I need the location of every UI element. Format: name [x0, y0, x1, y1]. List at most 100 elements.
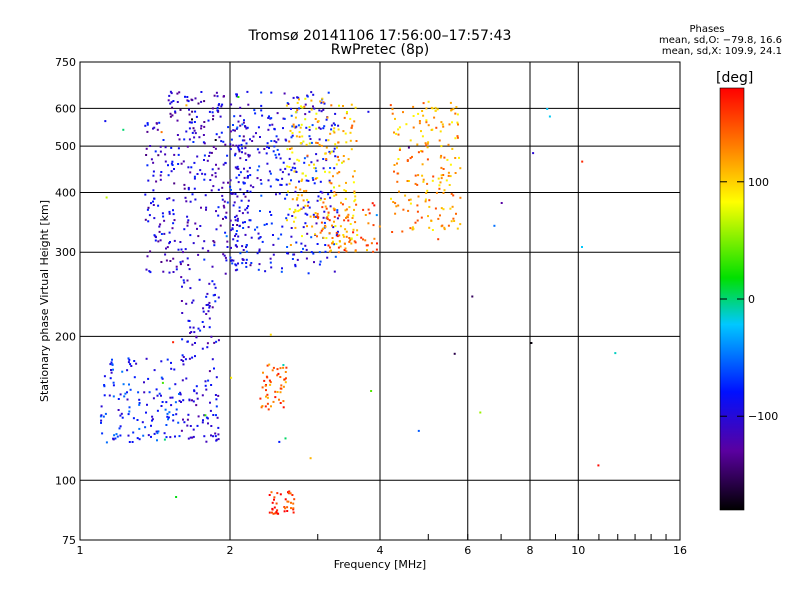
scatter-point	[294, 210, 297, 213]
scatter-point	[251, 140, 254, 142]
scatter-point	[193, 175, 196, 178]
scatter-point	[284, 138, 287, 141]
scatter-point	[392, 201, 395, 203]
scatter-point	[121, 370, 124, 373]
scatter-point	[426, 146, 429, 149]
scatter-point	[284, 167, 287, 170]
scatter-point	[187, 188, 190, 191]
scatter-point	[217, 296, 220, 299]
scatter-point	[430, 106, 433, 109]
scatter-point	[193, 187, 196, 190]
scatter-point	[287, 173, 290, 176]
scatter-point	[322, 127, 325, 130]
scatter-point	[217, 214, 220, 217]
scatter-point	[153, 217, 156, 220]
scatter-point	[130, 365, 133, 367]
scatter-point	[310, 141, 313, 144]
scatter-point	[279, 376, 282, 378]
scatter-point	[353, 192, 356, 195]
scatter-point	[416, 143, 419, 146]
scatter-point	[235, 95, 238, 98]
scatter-point	[318, 143, 321, 146]
scatter-point	[215, 210, 217, 213]
scatter-point	[297, 96, 300, 99]
scatter-point	[213, 94, 216, 97]
scatter-point	[208, 326, 211, 329]
scatter-point	[246, 126, 249, 129]
scatter-point	[194, 355, 196, 358]
scatter-point	[324, 225, 327, 228]
scatter-point	[175, 268, 178, 271]
scatter-point	[297, 124, 300, 127]
scatter-point	[169, 241, 171, 243]
scatter-point	[128, 383, 130, 386]
scatter-point	[338, 234, 341, 237]
scatter-point	[247, 175, 249, 177]
scatter-point	[157, 430, 160, 433]
scatter-point	[272, 512, 275, 515]
scatter-point	[312, 93, 315, 96]
scatter-point	[229, 143, 232, 146]
scatter-point	[195, 392, 198, 395]
scatter-point	[394, 202, 397, 205]
scatter-point	[221, 186, 224, 189]
scatter-point	[281, 225, 284, 228]
x-tick-label: 2	[227, 544, 234, 557]
scatter-point	[196, 397, 199, 400]
scatter-point	[184, 248, 187, 251]
scatter-point	[311, 177, 314, 179]
scatter-point	[290, 169, 293, 172]
scatter-point	[221, 103, 224, 106]
x-tick-label: 10	[571, 544, 585, 557]
scatter-point-outlier	[375, 214, 378, 217]
scatter-point	[421, 174, 424, 177]
scatter-point	[111, 358, 113, 361]
scatter-point	[318, 138, 321, 141]
scatter-point	[441, 224, 444, 227]
scatter-point	[234, 216, 237, 219]
scatter-point	[292, 511, 295, 514]
scatter-point	[309, 138, 312, 140]
scatter-point	[192, 435, 195, 438]
scatter-point-outlier	[214, 139, 217, 141]
scatter-point	[241, 262, 244, 265]
scatter-point	[294, 265, 297, 268]
scatter-point	[245, 246, 247, 249]
scatter-point	[148, 270, 151, 273]
scatter-point	[216, 95, 219, 98]
x-tick-label: 16	[673, 544, 687, 557]
scatter-point	[203, 121, 206, 123]
phases-heading: Phases	[689, 24, 725, 35]
scatter-point	[189, 326, 192, 329]
scatter-point	[329, 246, 331, 249]
scatter-point	[335, 193, 338, 196]
scatter-point	[300, 251, 303, 253]
scatter-point	[282, 127, 284, 130]
scatter-point	[174, 435, 176, 438]
scatter-point	[270, 91, 273, 94]
scatter-point	[212, 146, 215, 148]
scatter-point	[341, 161, 343, 164]
scatter-point	[346, 216, 349, 219]
scatter-point	[288, 157, 291, 160]
scatter-point	[237, 262, 239, 265]
scatter-point	[296, 96, 299, 99]
scatter-point	[353, 120, 356, 123]
scatter-point	[310, 99, 313, 102]
scatter-point	[293, 220, 295, 223]
scatter-point	[270, 491, 273, 494]
scatter-point	[295, 241, 298, 244]
scatter-point	[320, 229, 323, 232]
scatter-point	[132, 417, 135, 420]
scatter-point	[242, 193, 245, 196]
scatter-point	[189, 200, 192, 203]
scatter-point	[245, 127, 248, 130]
scatter-point	[162, 139, 165, 141]
scatter-point	[428, 199, 431, 202]
scatter-point	[411, 226, 414, 229]
scatter-point	[435, 126, 438, 129]
scatter-point	[286, 500, 289, 503]
scatter-point	[289, 148, 292, 150]
scatter-point	[291, 166, 294, 169]
scatter-point	[156, 432, 159, 435]
